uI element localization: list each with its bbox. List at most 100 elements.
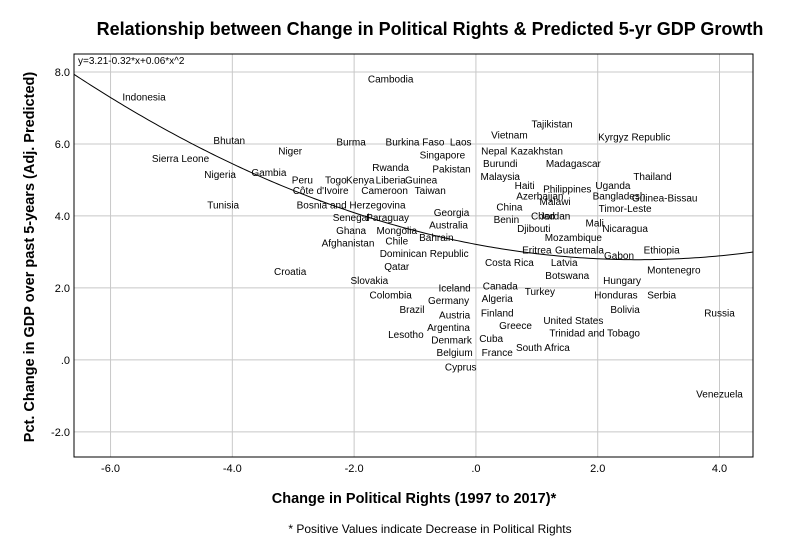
point-label: Sierra Leone <box>152 154 210 165</box>
point-label: Australia <box>429 220 468 231</box>
point-label: Haiti <box>515 181 535 192</box>
point-label: Brazil <box>399 305 424 316</box>
point-label: Senegal <box>333 213 370 224</box>
tick-labels: -6.0 -4.0 -2.0 .0 2.0 4.0 -2.0 .0 2.0 4.0 6.0 8.0 <box>51 67 727 475</box>
point-label: Bolivia <box>610 305 640 316</box>
point-label: Ethiopia <box>644 246 681 257</box>
point-label: Turkey <box>525 287 555 298</box>
y-tick-label: .0 <box>61 355 70 367</box>
point-label: Cuba <box>479 334 503 345</box>
footnote: * Positive Values indicate Decrease in P… <box>288 522 571 536</box>
point-label: Hungary <box>603 276 641 287</box>
point-label: Uganda <box>595 181 630 192</box>
point-label: Montenegro <box>647 265 701 276</box>
point-label: France <box>482 348 514 359</box>
y-tick-label: 6.0 <box>55 139 70 151</box>
point-label: Greece <box>499 321 532 332</box>
point-label: Niger <box>278 147 303 158</box>
point-label: Gabon <box>604 251 634 262</box>
point-label: Paraguay <box>366 213 409 224</box>
point-label: Nicaragua <box>602 224 648 235</box>
fit-curve-layer <box>73 73 754 261</box>
x-tick-label: .0 <box>471 463 480 475</box>
point-label: Belgium <box>437 348 473 359</box>
point-label: Bosnia and Herzegovina <box>297 201 406 212</box>
y-tick-label: 4.0 <box>55 211 70 223</box>
plot-frame <box>73 53 754 458</box>
point-label: Indonesia <box>122 93 166 104</box>
point-label: Bangladesh <box>593 192 646 203</box>
point-label: Afghanistan <box>322 238 375 249</box>
point-label: Tunisia <box>207 201 239 212</box>
point-label: Timor-Leste <box>599 204 652 215</box>
point-label: Peru <box>292 175 313 186</box>
y-tick-label: 8.0 <box>55 67 70 79</box>
point-label: Bhutan <box>213 136 245 147</box>
point-label: Kazakhstan <box>511 147 563 158</box>
y-tick-label: -2.0 <box>51 427 70 439</box>
fit-equation-label: y=3.21-0.32*x+0.06*x^2 <box>78 56 185 67</box>
point-label: Jordan <box>540 211 571 222</box>
point-label: Trinidad and Tobago <box>549 328 640 339</box>
point-label: Thailand <box>633 172 671 183</box>
point-label: Madagascar <box>546 159 602 170</box>
y-tick-label: 2.0 <box>55 283 70 295</box>
point-label: Djibouti <box>517 224 550 235</box>
x-axis-title: Change in Political Rights (1997 to 2017… <box>272 491 557 507</box>
point-label: Nigeria <box>204 170 236 181</box>
point-label: Honduras <box>594 291 637 302</box>
point-label: China <box>496 202 523 213</box>
point-label: Gambia <box>251 168 286 179</box>
point-label: Cyprus <box>445 363 477 374</box>
point-label: Kyrgyz Republic <box>598 132 670 143</box>
point-label: Pakistan <box>432 165 470 176</box>
point-label: Rwanda <box>372 163 409 174</box>
point-label: Croatia <box>274 267 307 278</box>
point-label: Cambodia <box>368 75 414 86</box>
point-label: Eritrea <box>522 246 552 257</box>
point-label: Vietnam <box>491 130 528 141</box>
point-label: Nepal <box>481 147 507 158</box>
point-label: Denmark <box>431 336 473 347</box>
point-label: Côte d'Ivoire <box>293 186 349 197</box>
point-label: Kenya <box>346 175 375 186</box>
point-label: Togo <box>325 175 347 186</box>
point-label: Finland <box>481 309 514 320</box>
point-label: Guatemala <box>555 246 604 257</box>
x-tick-label: -4.0 <box>223 463 242 475</box>
point-label: Iceland <box>438 283 470 294</box>
point-label: Ghana <box>336 226 366 237</box>
point-label: Benin <box>494 215 520 226</box>
point-label: Qatar <box>384 262 410 273</box>
point-label: Mongolia <box>376 226 417 237</box>
point-label: Bahrain <box>419 233 453 244</box>
fit-curve <box>73 73 754 261</box>
point-label: Latvia <box>551 258 578 269</box>
point-label: Azerbaijan <box>516 192 563 203</box>
point-label: Lesotho <box>388 330 424 341</box>
chart-title: Relationship between Change in Political… <box>97 19 764 39</box>
point-label: Serbia <box>647 291 676 302</box>
y-axis-title: Pct. Change in GDP over past 5-years (Ad… <box>22 72 38 443</box>
point-label: Slovakia <box>350 276 388 287</box>
x-tick-label: -2.0 <box>345 463 364 475</box>
x-tick-label: 4.0 <box>712 463 727 475</box>
point-label: Laos <box>450 138 472 149</box>
point-label: South Africa <box>516 343 570 354</box>
point-label: Argentina <box>427 323 470 334</box>
point-label: Burundi <box>483 159 517 170</box>
point-label: Canada <box>483 282 518 293</box>
point-label: Mozambique <box>545 233 603 244</box>
point-label: Burma <box>336 138 366 149</box>
point-label: Dominican Republic <box>380 249 469 260</box>
point-label: Chile <box>385 237 408 248</box>
x-tick-label: 2.0 <box>590 463 605 475</box>
point-label: Cameroon <box>361 186 408 197</box>
point-label: Venezuela <box>696 390 743 401</box>
point-label: Guinea <box>405 175 438 186</box>
point-label: Taiwan <box>415 186 446 197</box>
point-label: Chad <box>531 211 555 222</box>
x-tick-label: -6.0 <box>101 463 120 475</box>
